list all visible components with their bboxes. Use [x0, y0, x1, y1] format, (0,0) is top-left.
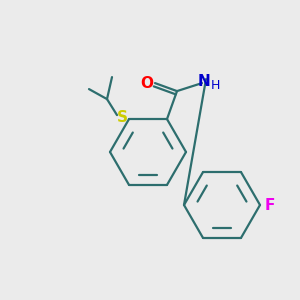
Text: S: S: [116, 110, 128, 124]
Text: H: H: [210, 79, 220, 92]
Text: O: O: [140, 76, 154, 91]
Text: N: N: [198, 74, 210, 88]
Text: F: F: [265, 197, 275, 212]
